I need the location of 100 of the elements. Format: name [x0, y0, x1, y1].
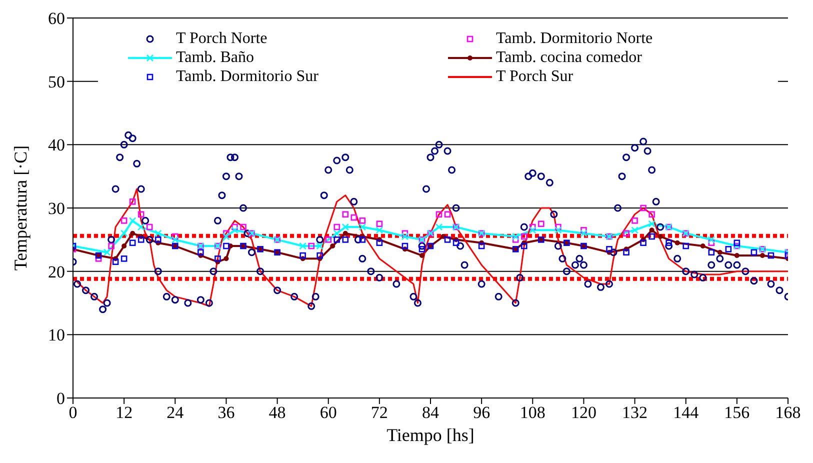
point [708, 240, 715, 246]
point [334, 224, 340, 230]
y-tick-label: 0 [56, 389, 65, 408]
point [436, 211, 442, 218]
point [358, 223, 366, 231]
point [554, 226, 562, 234]
point [402, 230, 408, 236]
point [333, 230, 341, 237]
point [376, 226, 384, 234]
point [725, 246, 732, 252]
point [130, 230, 136, 236]
point [760, 253, 765, 258]
point [128, 217, 136, 224]
point [300, 252, 306, 259]
point [240, 224, 246, 230]
point [325, 236, 332, 243]
point [129, 198, 136, 205]
point [734, 253, 740, 258]
point [120, 230, 128, 237]
point [342, 211, 349, 218]
point [120, 218, 128, 224]
point [708, 236, 716, 244]
point [108, 242, 114, 250]
point [520, 233, 528, 240]
point [376, 240, 383, 246]
point [232, 224, 238, 230]
point [435, 223, 443, 231]
x-tick-label: 48 [268, 403, 286, 422]
point [700, 244, 706, 248]
point [648, 220, 656, 228]
x-tick-label: 144 [673, 403, 700, 422]
point [632, 218, 638, 224]
point [376, 220, 383, 227]
legend-label: Tamb. Dormitorio Norte [496, 29, 653, 48]
point [682, 242, 690, 250]
point [538, 220, 544, 227]
point [223, 242, 230, 250]
point [512, 232, 520, 240]
legend-label: Tamb. Baño [176, 48, 254, 67]
point [359, 236, 366, 243]
x-tick-label: 84 [422, 403, 440, 422]
point [674, 240, 680, 246]
point [103, 248, 111, 256]
x-tick-label: 0 [68, 403, 78, 422]
x-tick-label: 168 [775, 403, 801, 422]
point [640, 204, 646, 212]
point [172, 233, 178, 240]
x-tick-label: 156 [724, 403, 750, 422]
y-tick-label: 60 [48, 9, 65, 28]
point [452, 240, 460, 246]
point [223, 230, 230, 236]
point [402, 242, 408, 250]
point [478, 242, 485, 250]
point [342, 236, 349, 243]
legend-label: Tamb. cocina comedor [496, 48, 642, 67]
point [122, 244, 127, 248]
y-tick-label: 10 [48, 326, 65, 345]
point [222, 232, 230, 240]
point [231, 226, 238, 234]
point [529, 224, 536, 230]
x-tick-label: 24 [166, 403, 184, 422]
x-tick-label: 36 [218, 403, 235, 422]
x-axis-title: Tiempo [hs] [386, 425, 474, 445]
point [198, 249, 204, 256]
y-tick-label: 50 [48, 72, 65, 92]
y-tick-label: 40 [48, 136, 65, 155]
point [214, 256, 221, 262]
point [649, 228, 654, 233]
point [299, 242, 306, 250]
point [330, 244, 336, 248]
point [350, 214, 358, 221]
point [648, 211, 655, 218]
point [419, 253, 424, 258]
point [112, 258, 119, 265]
point [768, 252, 774, 259]
x-tick-label: 96 [473, 403, 490, 422]
point [401, 232, 409, 240]
point [580, 227, 587, 234]
x-tick-label: 72 [370, 403, 388, 422]
point [129, 240, 136, 246]
point [359, 218, 366, 224]
y-tick-label: 30 [48, 199, 65, 218]
y-axis-title: Temperatura [·C] [10, 145, 30, 271]
point [342, 223, 350, 231]
point [224, 256, 229, 262]
point [606, 246, 612, 252]
x-tick-label: 120 [570, 403, 596, 422]
point [444, 211, 451, 218]
point [138, 236, 144, 243]
point [623, 249, 630, 256]
point [444, 236, 451, 243]
point [308, 242, 314, 250]
x-tick-label: 108 [520, 403, 546, 422]
point [555, 224, 562, 230]
x-tick-label: 60 [320, 403, 337, 422]
point [640, 240, 646, 246]
legend-label: T Porch Sur [496, 67, 574, 86]
point [334, 236, 340, 243]
point [154, 230, 162, 237]
point [137, 223, 145, 231]
